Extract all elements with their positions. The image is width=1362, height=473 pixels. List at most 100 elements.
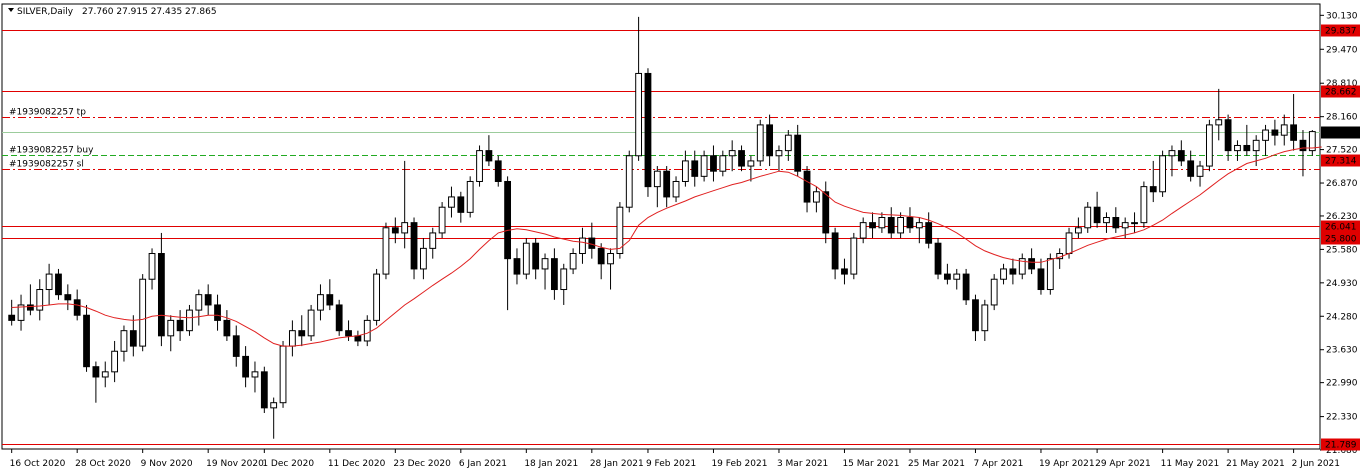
candle-body[interactable] [1103, 216, 1110, 224]
candle-body[interactable] [8, 314, 16, 321]
candle-body[interactable] [1084, 206, 1092, 229]
candle-body[interactable] [55, 273, 62, 296]
candle-body[interactable] [681, 160, 689, 182]
candle-body[interactable] [990, 278, 998, 306]
candle-body[interactable] [672, 180, 680, 198]
collapse-triangle-icon[interactable] [8, 8, 14, 12]
candle-body[interactable] [784, 134, 792, 152]
candle-body[interactable] [148, 253, 156, 280]
candle-body[interactable] [195, 294, 203, 311]
candle-body[interactable] [1000, 268, 1007, 280]
candle-body[interactable] [747, 160, 755, 167]
candle-body[interactable] [373, 273, 381, 321]
candle-body[interactable] [579, 237, 586, 255]
candle-body[interactable] [111, 350, 119, 373]
candle-body[interactable] [841, 268, 848, 275]
candle-body[interactable] [401, 222, 409, 234]
candle-body[interactable] [831, 232, 839, 270]
candle-body[interactable] [45, 273, 53, 291]
candle-body[interactable] [625, 155, 633, 208]
candle-body[interactable] [1262, 129, 1269, 141]
candle-body[interactable] [981, 304, 989, 332]
candle-body[interactable] [176, 319, 184, 332]
candle-body[interactable] [363, 319, 371, 342]
candle-body[interactable] [476, 150, 483, 182]
candle-body[interactable] [532, 242, 540, 270]
candle-body[interactable] [513, 258, 521, 275]
candle-body[interactable] [1121, 222, 1129, 229]
candle-body[interactable] [925, 222, 933, 244]
candle-body[interactable] [663, 170, 671, 198]
candle-body[interactable] [354, 335, 362, 342]
candle-body[interactable] [887, 216, 895, 234]
candle-body[interactable] [560, 268, 568, 291]
candle-body[interactable] [504, 180, 512, 260]
candle-body[interactable] [260, 371, 268, 409]
candle-body[interactable] [766, 124, 774, 157]
candle-body[interactable] [1140, 186, 1148, 224]
candle-body[interactable] [859, 222, 867, 239]
candle-body[interactable] [1215, 119, 1223, 126]
candle-body[interactable] [869, 222, 876, 229]
candle-body[interactable] [1177, 150, 1185, 162]
candle-body[interactable] [232, 335, 240, 357]
candle-body[interactable] [204, 294, 212, 306]
candle-body[interactable] [448, 196, 455, 208]
candle-body[interactable] [616, 206, 624, 255]
candle-body[interactable] [607, 253, 614, 265]
candle-body[interactable] [429, 232, 437, 249]
candle-body[interactable] [962, 273, 970, 301]
candle-body[interactable] [214, 304, 221, 321]
candle-body[interactable] [1252, 139, 1260, 152]
candle-body[interactable] [756, 124, 764, 162]
candle-body[interactable] [1290, 124, 1298, 141]
candle-body[interactable] [719, 155, 727, 172]
candle-body[interactable] [1187, 160, 1195, 177]
candle-body[interactable] [1131, 222, 1138, 225]
candle-body[interactable] [1159, 155, 1167, 193]
candle-body[interactable] [812, 191, 820, 203]
candle-body[interactable] [635, 72, 643, 157]
candle-body[interactable] [1037, 268, 1045, 291]
candle-body[interactable] [317, 294, 324, 311]
candle-body[interactable] [569, 253, 577, 270]
candle-body[interactable] [101, 371, 109, 378]
candle-body[interactable] [410, 222, 418, 270]
candle-body[interactable] [36, 289, 44, 311]
candle-body[interactable] [803, 170, 811, 203]
candle-body[interactable] [700, 155, 708, 177]
candle-body[interactable] [588, 237, 596, 249]
candle-body[interactable] [1009, 268, 1017, 275]
candle-body[interactable] [1308, 131, 1316, 152]
candle-body[interactable] [485, 150, 493, 162]
candle-body[interactable] [522, 242, 530, 275]
candle-body[interactable] [1299, 139, 1307, 152]
candle-body[interactable] [906, 216, 914, 229]
candle-body[interactable] [728, 150, 736, 157]
candle-body[interactable] [794, 134, 802, 172]
candle-body[interactable] [1093, 206, 1101, 224]
candle-body[interactable] [167, 319, 175, 337]
candle-body[interactable] [419, 247, 427, 270]
candle-body[interactable] [251, 371, 259, 378]
candle-body[interactable] [139, 278, 147, 347]
candle-body[interactable] [64, 294, 72, 301]
candle-body[interactable] [1280, 124, 1288, 136]
candle-body[interactable] [822, 191, 830, 234]
candle-body[interactable] [1018, 258, 1026, 275]
candle-body[interactable] [17, 304, 25, 321]
candle-body[interactable] [1234, 144, 1241, 152]
candle-body[interactable] [457, 196, 465, 213]
candle-body[interactable] [1028, 258, 1036, 270]
candle-body[interactable] [691, 160, 699, 177]
candle-body[interactable] [1112, 216, 1120, 229]
candle-body[interactable] [1196, 165, 1204, 177]
candle-body[interactable] [129, 330, 137, 347]
candle-body[interactable] [466, 180, 474, 213]
candle-body[interactable] [391, 227, 399, 234]
candle-body[interactable] [83, 314, 90, 368]
candle-body[interactable] [1074, 227, 1082, 234]
candle-body[interactable] [270, 402, 278, 409]
candle-body[interactable] [738, 150, 745, 167]
